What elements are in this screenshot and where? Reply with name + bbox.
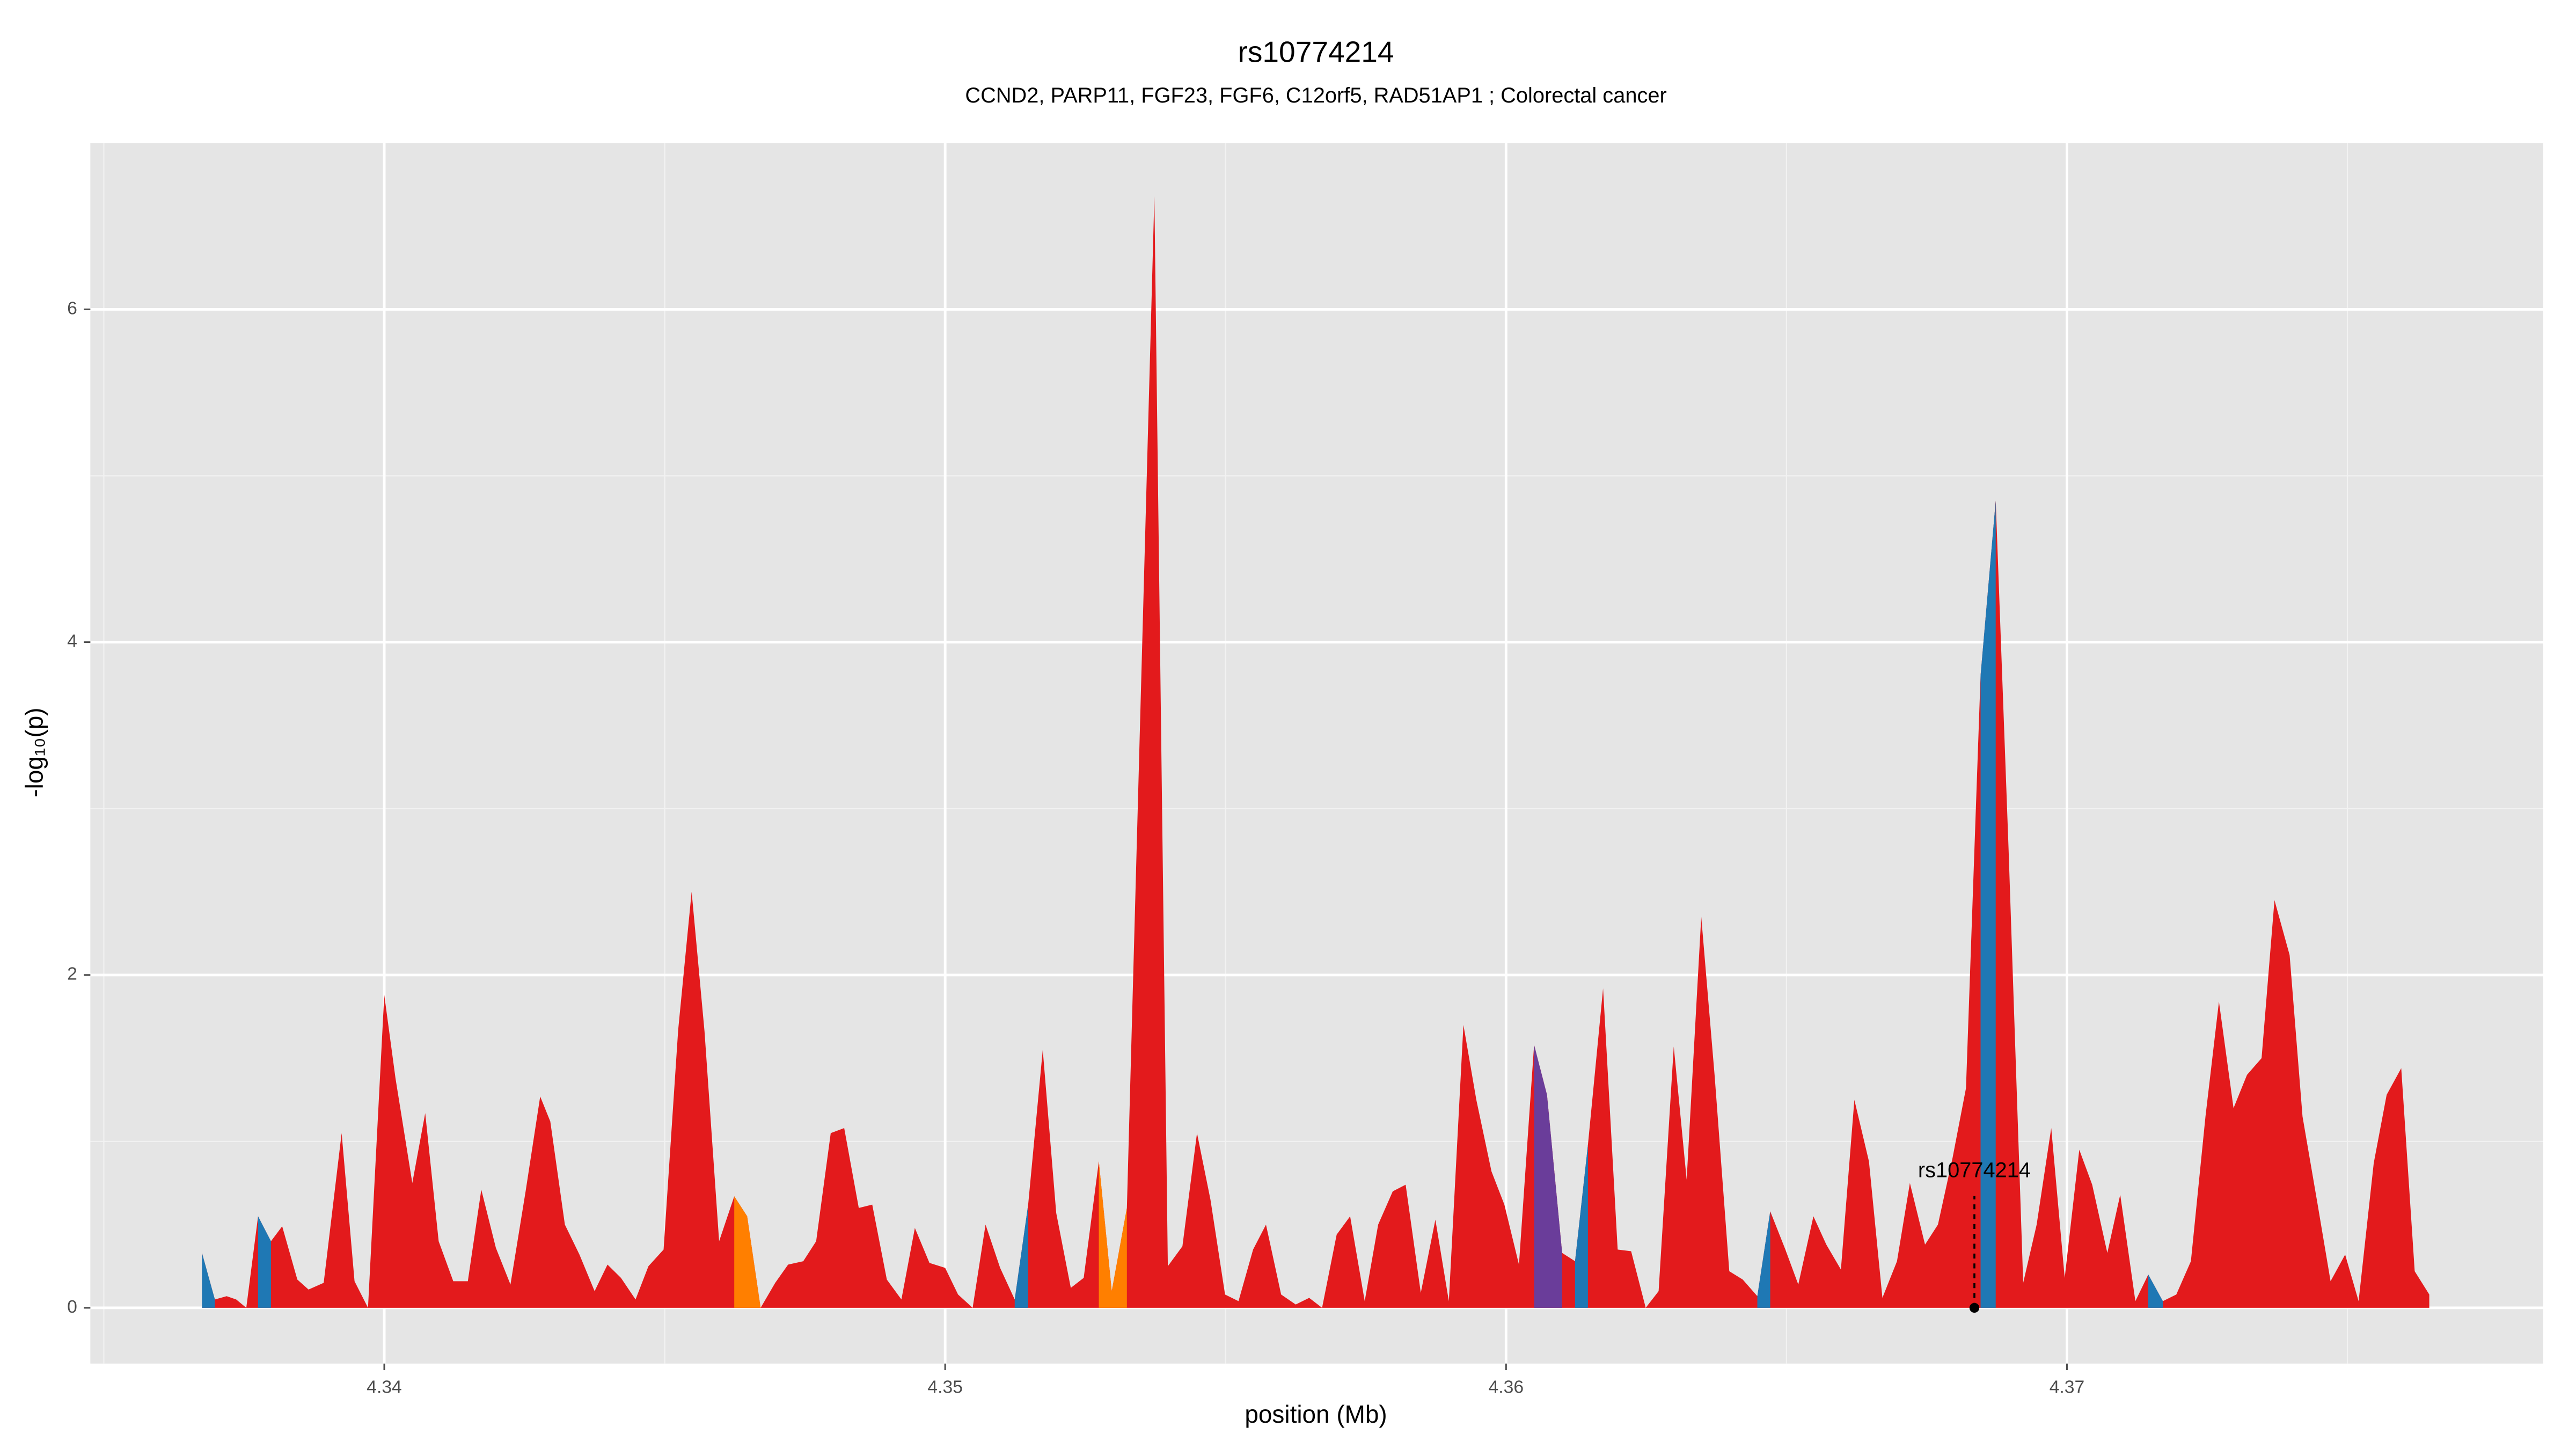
x-axis-title: position (Mb) bbox=[1245, 1400, 1387, 1428]
annotation-label: rs10774214 bbox=[1918, 1158, 2031, 1182]
x-tick-label: 4.37 bbox=[2050, 1378, 2085, 1397]
chart-title: rs10774214 bbox=[1238, 35, 1394, 69]
x-tick-label: 4.35 bbox=[927, 1378, 963, 1397]
area bbox=[1534, 1044, 1562, 1308]
y-tick-label: 2 bbox=[67, 964, 77, 984]
x-tick-label: 4.34 bbox=[367, 1378, 402, 1397]
x-tick-label: 4.36 bbox=[1489, 1378, 1524, 1397]
y-axis-title: -log₁₀(p) bbox=[20, 707, 48, 797]
y-tick-label: 4 bbox=[67, 631, 77, 651]
y-tick-label: 6 bbox=[67, 298, 77, 318]
plot-panel bbox=[90, 143, 2543, 1364]
y-tick-label: 0 bbox=[67, 1297, 77, 1317]
annotation-point bbox=[1969, 1302, 1980, 1313]
chart-subtitle: CCND2, PARP11, FGF23, FGF6, C12orf5, RAD… bbox=[965, 84, 1666, 107]
